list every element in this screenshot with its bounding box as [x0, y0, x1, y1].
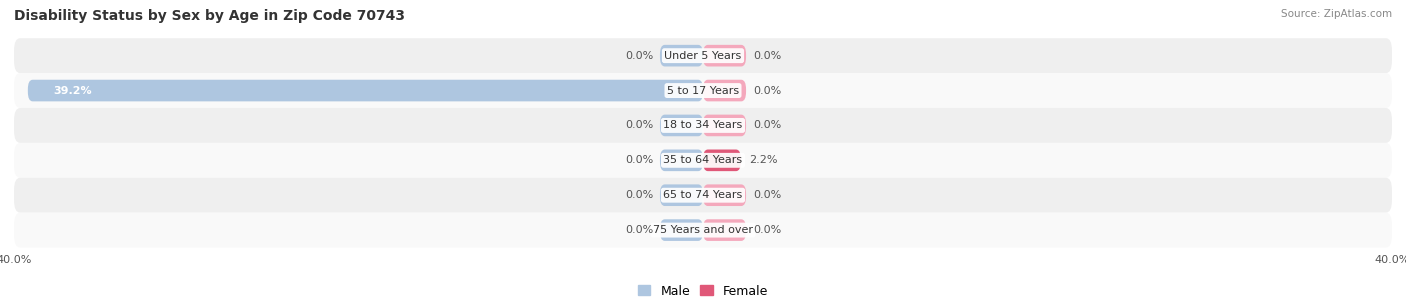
Text: 0.0%: 0.0%	[754, 85, 782, 95]
FancyBboxPatch shape	[14, 213, 1392, 247]
FancyBboxPatch shape	[703, 219, 747, 241]
Legend: Male, Female: Male, Female	[633, 280, 773, 302]
FancyBboxPatch shape	[703, 185, 747, 206]
Text: 0.0%: 0.0%	[624, 155, 652, 165]
FancyBboxPatch shape	[659, 150, 703, 171]
FancyBboxPatch shape	[28, 80, 703, 101]
Text: 0.0%: 0.0%	[754, 120, 782, 130]
Text: Source: ZipAtlas.com: Source: ZipAtlas.com	[1281, 9, 1392, 19]
FancyBboxPatch shape	[659, 185, 703, 206]
FancyBboxPatch shape	[703, 150, 741, 171]
FancyBboxPatch shape	[659, 115, 703, 136]
FancyBboxPatch shape	[14, 178, 1392, 213]
Text: 39.2%: 39.2%	[53, 85, 93, 95]
FancyBboxPatch shape	[659, 45, 703, 67]
FancyBboxPatch shape	[703, 80, 747, 101]
FancyBboxPatch shape	[14, 38, 1392, 73]
Text: 0.0%: 0.0%	[624, 120, 652, 130]
FancyBboxPatch shape	[14, 73, 1392, 108]
Text: 0.0%: 0.0%	[754, 190, 782, 200]
Text: Under 5 Years: Under 5 Years	[665, 51, 741, 61]
Text: 75 Years and over: 75 Years and over	[652, 225, 754, 235]
Text: 0.0%: 0.0%	[624, 190, 652, 200]
Text: Disability Status by Sex by Age in Zip Code 70743: Disability Status by Sex by Age in Zip C…	[14, 9, 405, 23]
Text: 0.0%: 0.0%	[624, 51, 652, 61]
FancyBboxPatch shape	[659, 219, 703, 241]
Text: 0.0%: 0.0%	[754, 225, 782, 235]
Text: 2.2%: 2.2%	[749, 155, 778, 165]
Text: 0.0%: 0.0%	[624, 225, 652, 235]
Text: 35 to 64 Years: 35 to 64 Years	[664, 155, 742, 165]
Text: 0.0%: 0.0%	[754, 51, 782, 61]
Text: 18 to 34 Years: 18 to 34 Years	[664, 120, 742, 130]
FancyBboxPatch shape	[14, 108, 1392, 143]
Text: 65 to 74 Years: 65 to 74 Years	[664, 190, 742, 200]
FancyBboxPatch shape	[703, 115, 747, 136]
Text: 5 to 17 Years: 5 to 17 Years	[666, 85, 740, 95]
FancyBboxPatch shape	[703, 45, 747, 67]
FancyBboxPatch shape	[14, 143, 1392, 178]
